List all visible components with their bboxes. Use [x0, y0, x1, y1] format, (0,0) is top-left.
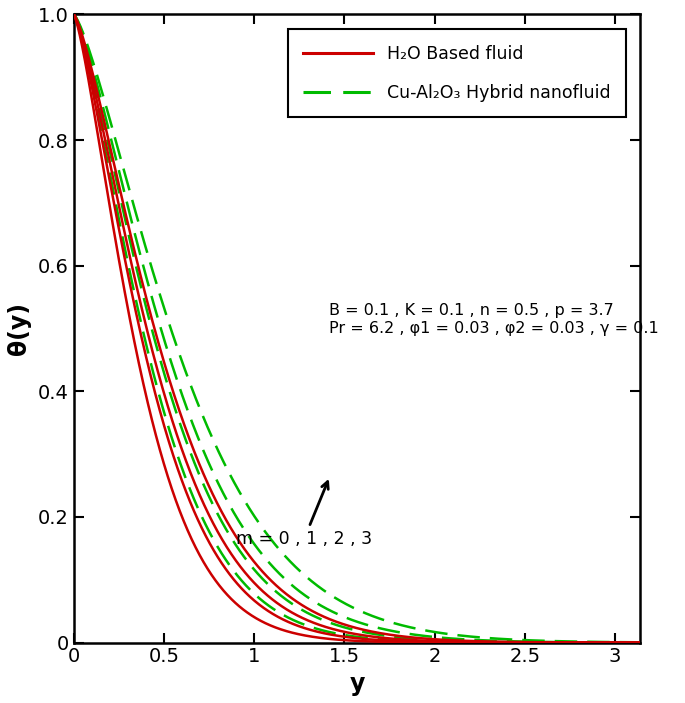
Text: m = 0 , 1 , 2 , 3: m = 0 , 1 , 2 , 3 [236, 482, 372, 548]
Text: B = 0.1 , K = 0.1 , n = 0.5 , p = 3.7
Pr = 6.2 , φ1 = 0.03 , φ2 = 0.03 , γ = 0.1: B = 0.1 , K = 0.1 , n = 0.5 , p = 3.7 Pr… [329, 304, 658, 336]
Legend: H₂O Based fluid, Cu-Al₂O₃ Hybrid nanofluid: H₂O Based fluid, Cu-Al₂O₃ Hybrid nanoflu… [288, 30, 626, 117]
X-axis label: y: y [349, 672, 364, 696]
Y-axis label: θ(y): θ(y) [7, 302, 31, 355]
